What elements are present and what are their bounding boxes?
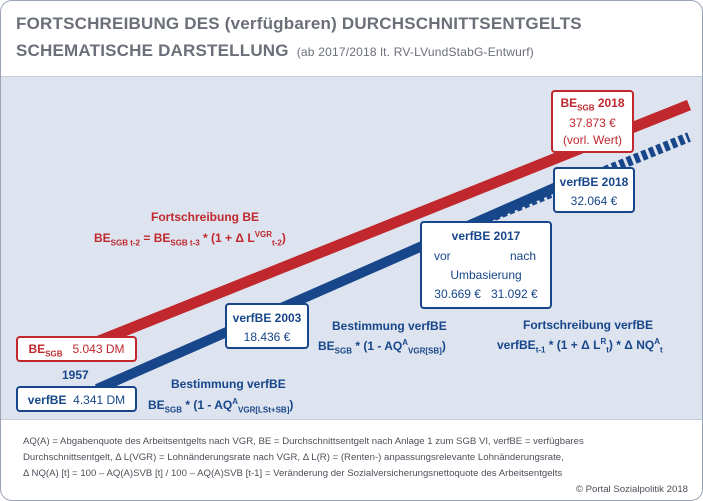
fortschreibung-be-title: Fortschreibung BE xyxy=(151,210,260,224)
verfbe-2017-label: verfBE 2017 xyxy=(451,229,521,243)
fortschreibung-verfbe-formula: verfBEt-1 * (1 + Δ LRt) * Δ NQAt xyxy=(497,337,663,355)
be-2018-value: 37.873 € xyxy=(569,116,616,131)
fortschreibung-verfbe-title: Fortschreibung verfBE xyxy=(523,318,654,332)
footnote-line-1: AQ(A) = Abgabenquote des Arbeitsentgelts… xyxy=(23,436,584,447)
verfbe-2003-value: 18.436 € xyxy=(243,330,291,344)
verfbe-2018-value: 32.064 € xyxy=(570,194,618,208)
be-1957-box: BESGB 5.043 DM xyxy=(16,336,137,362)
bestimmung-lst-formula: BESGB * (1 - AQAVGR[LSt+SB]) xyxy=(148,397,294,415)
verfbe-2017-caption: Umbasierung xyxy=(450,268,522,282)
verfbe-2018-box: verfBE 2018 32.064 € xyxy=(553,167,635,213)
verfbe-2017-vor-nach: vor nach xyxy=(434,249,536,263)
verfbe-2003-box: verfBE 2003 18.436 € xyxy=(225,303,309,349)
bestimmung-sb-title: Bestimmung verfBE xyxy=(332,319,447,333)
verfbe-line xyxy=(94,180,564,394)
year-1957-label: 1957 xyxy=(62,368,89,382)
title-line-2-text: SCHEMATISCHE DARSTELLUNG xyxy=(16,41,289,60)
footnote-line-2: Durchschnittsentgelt, Δ L(VGR) = Lohnänd… xyxy=(23,452,564,463)
verfbe-2003-label: verfBE 2003 xyxy=(232,311,302,325)
be-1957-content: BESGB 5.043 DM xyxy=(28,342,125,359)
footnote-line-3: Δ NQ(A) [t] = 100 – AQ(A)SVB [t] / 100 –… xyxy=(23,468,563,479)
verfbe-1957-box: verfBE 4.341 DM xyxy=(16,386,137,412)
bestimmung-lst-title: Bestimmung verfBE xyxy=(171,377,286,391)
bestimmung-sb-formula: BESGB * (1 - AQAVGR[SB]) xyxy=(318,338,446,356)
be-2018-box: BESGB 2018 37.873 € (vorl. Wert) xyxy=(551,90,634,153)
subtitle: (ab 2017/2018 lt. RV-LVundStabG-Entwurf) xyxy=(296,45,534,59)
title-line-2: SCHEMATISCHE DARSTELLUNG (ab 2017/2018 lt… xyxy=(16,41,534,61)
verfbe-2018-label: verfBE 2018 xyxy=(559,175,629,189)
verfbe-1957-content: verfBE 4.341 DM xyxy=(27,393,126,407)
verfbe-2017-box: verfBE 2017 vor nach Umbasierung 30.669 €… xyxy=(420,221,552,309)
verfbe-2017-values: 30.669 € 31.092 € xyxy=(434,287,538,301)
be-2018-label: BESGB 2018 xyxy=(560,96,625,113)
be-2018-note: (vorl. Wert) xyxy=(562,133,623,148)
title-line-1: FORTSCHREIBUNG DES (verfügbaren) DURCHSC… xyxy=(16,14,582,33)
footer: AQ(A) = Abgabenquote des Arbeitsentgelts… xyxy=(1,419,702,500)
header: FORTSCHREIBUNG DES (verfügbaren) DURCHSC… xyxy=(1,1,702,77)
copyright: © Portal Sozialpolitik 2018 xyxy=(575,484,688,495)
fortschreibung-be-formula: BESGB t-2 = BESGB t-3 * (1 + Δ LVGRt-2) xyxy=(94,230,286,248)
